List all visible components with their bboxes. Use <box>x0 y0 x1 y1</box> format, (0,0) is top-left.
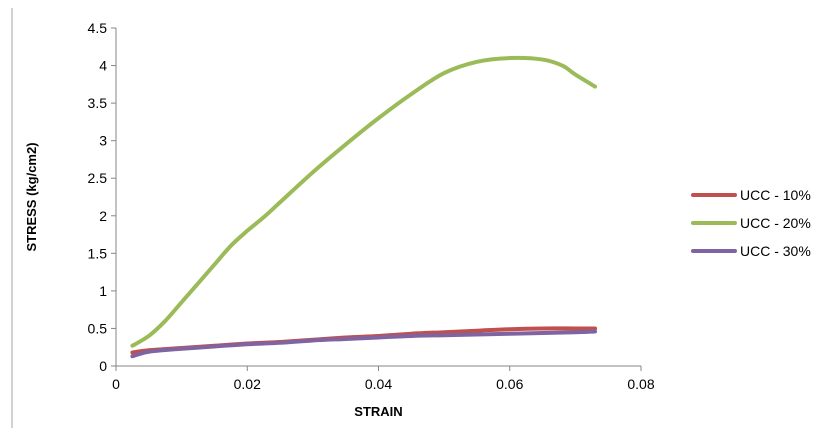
legend-label-ucc-30: UCC - 30% <box>740 243 811 259</box>
y-tick-label: 3 <box>99 133 107 149</box>
y-axis-title: STRESS (kg/cm2) <box>24 142 39 251</box>
y-tick-label: 4 <box>99 58 107 74</box>
axes <box>115 28 641 367</box>
y-tick-label: 3.5 <box>88 95 108 111</box>
series-line-ucc-20 <box>130 55 598 348</box>
x-axis-title: STRAIN <box>354 404 402 419</box>
legend-label-ucc-20: UCC - 20% <box>740 215 811 231</box>
legend: UCC - 10% UCC - 20% UCC - 30% <box>691 187 811 259</box>
x-tick-label: 0.02 <box>234 376 261 392</box>
legend-label-ucc-10: UCC - 10% <box>740 187 811 203</box>
series-lines <box>130 55 598 359</box>
y-tick-label: 0 <box>99 358 107 374</box>
y-tick-label: 0.5 <box>88 320 108 336</box>
x-tick-label: 0.06 <box>496 376 523 392</box>
x-tick-label: 0 <box>112 376 120 392</box>
x-tick-label: 0.04 <box>365 376 392 392</box>
tick-labels: 0 0.5 1 1.5 2 2.5 3 3.5 4 4.5 0 0.02 0.04 0.06 0.08 <box>88 20 655 392</box>
y-tick-label: 4.5 <box>88 20 108 36</box>
y-tick-label: 1 <box>99 283 107 299</box>
x-tick-label: 0.08 <box>627 376 654 392</box>
y-tick-label: 2 <box>99 208 107 224</box>
y-tick-label: 2.5 <box>88 170 108 186</box>
y-tick-label: 1.5 <box>88 245 108 261</box>
series-line-ucc-30 <box>130 329 598 359</box>
